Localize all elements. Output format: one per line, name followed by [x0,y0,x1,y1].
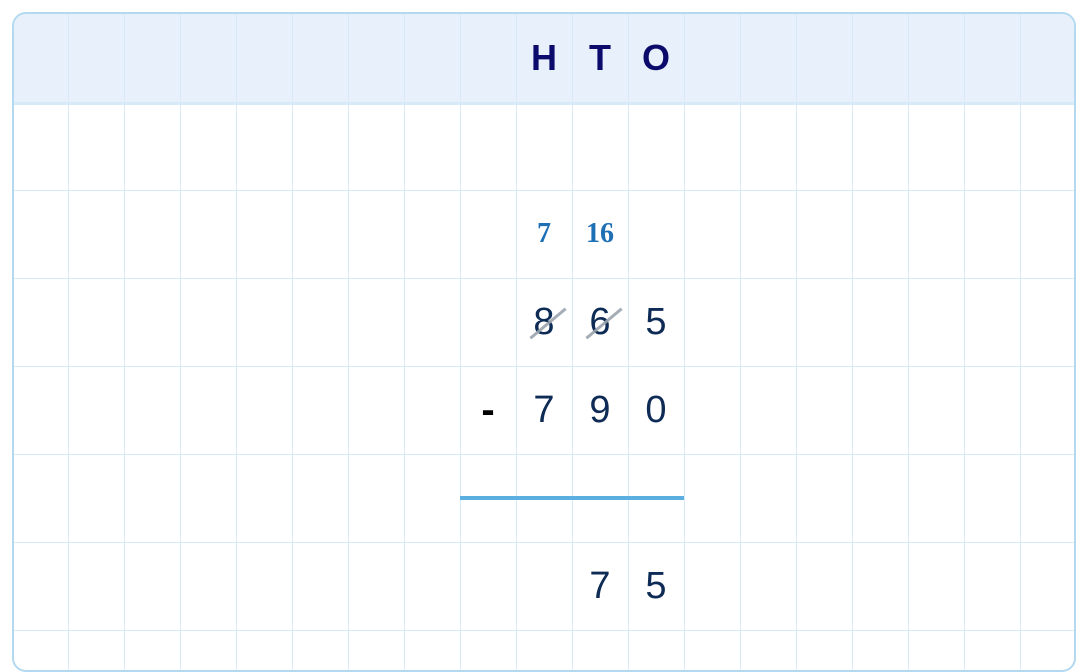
minuend-ones: 5 [645,300,667,343]
grid-column-line [124,14,125,670]
result-tens: 7 [589,564,611,607]
grid-column-line [348,14,349,670]
header-tens: T [589,37,611,78]
grid-row-line [14,278,1074,279]
subtrahend-tens: 9 [589,388,611,431]
grid-column-line [908,14,909,670]
grid-column-line [404,14,405,670]
header-hundreds: H [531,37,557,78]
minus-sign: - [481,387,495,432]
grid-header [14,14,1074,105]
grid-column-line [516,14,517,670]
grid-row-line [14,454,1074,455]
grid-row-line [14,190,1074,191]
minuend-tens: 6 [572,278,628,366]
result-ones: 5 [645,564,667,607]
grid-column-line [68,14,69,670]
header-ones: O [641,37,670,78]
minuend-hundreds: 8 [516,278,572,366]
carry-hundreds: 7 [537,218,551,249]
grid-column-line [292,14,293,670]
grid-row-line [14,542,1074,543]
grid-row-line [14,102,1074,103]
place-value-grid: H T O 7 16 8 6 5 - 7 9 0 7 5 [12,12,1076,672]
answer-line [460,496,684,500]
grid-column-line [684,14,685,670]
grid-column-line [964,14,965,670]
grid-column-line [460,14,461,670]
grid-column-line [852,14,853,670]
grid-row-line [14,630,1074,631]
grid-column-line [1020,14,1021,670]
grid-column-line [628,14,629,670]
carry-tens: 16 [586,218,614,249]
grid-column-line [572,14,573,670]
struck-digit: 8 [533,300,555,343]
grid-column-line [180,14,181,670]
subtrahend-ones: 0 [645,388,667,431]
subtrahend-hundreds: 7 [533,388,555,431]
struck-digit: 6 [589,300,611,343]
grid-column-line [796,14,797,670]
grid-column-line [236,14,237,670]
grid-column-line [740,14,741,670]
grid-row-line [14,366,1074,367]
